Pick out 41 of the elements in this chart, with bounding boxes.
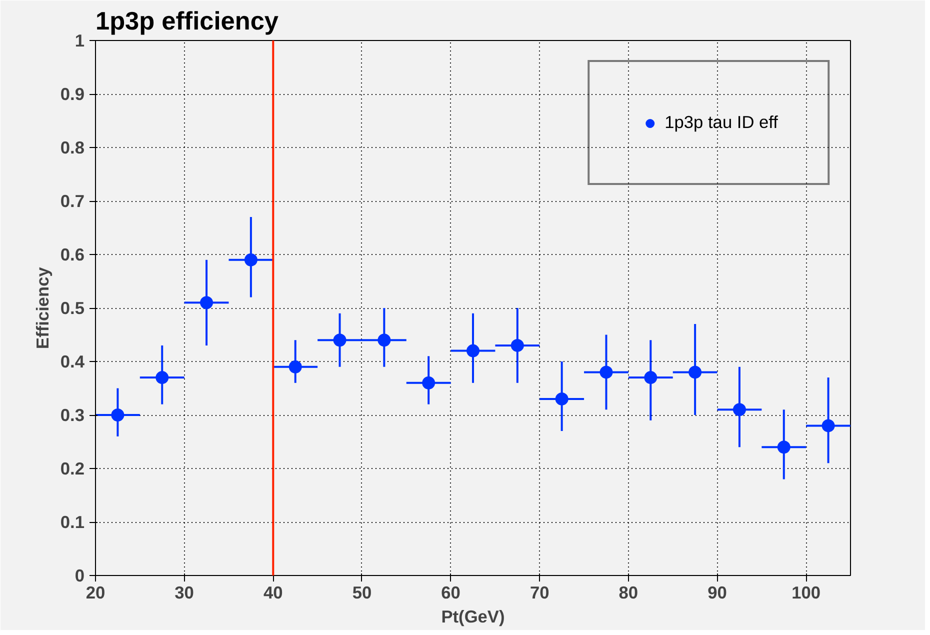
y-tick-label: 0.4: [60, 352, 85, 372]
point: [378, 334, 391, 347]
point: [200, 296, 214, 310]
x-tick-label: 60: [441, 582, 460, 602]
y-tick-label: 0.3: [60, 405, 85, 425]
x-tick-label: 30: [174, 582, 194, 602]
point: [644, 371, 658, 384]
y-tick-label: 0.1: [60, 512, 85, 532]
y-tick-label: 0.9: [60, 84, 85, 104]
point: [600, 366, 613, 379]
x-tick-label: 70: [530, 582, 550, 602]
x-axis-title: Pt(GeV): [441, 606, 505, 626]
point: [510, 338, 524, 352]
point: [111, 408, 124, 422]
point: [333, 334, 346, 347]
point: [288, 360, 302, 374]
x-tick-label: 100: [792, 582, 821, 602]
point: [422, 376, 436, 390]
x-tick-label: 80: [618, 582, 638, 602]
chart-title: 1p3p efficiency: [96, 8, 278, 36]
x-tick-label: 20: [86, 582, 106, 602]
y-tick-label: 0: [74, 566, 85, 586]
point: [777, 440, 790, 454]
y-axis-title: Efficiency: [32, 266, 52, 349]
y-tick-label: 0.7: [60, 191, 85, 211]
y-tick-label: 0.2: [60, 458, 85, 478]
y-tick-label: 0.5: [60, 298, 85, 318]
x-tick-label: 40: [264, 582, 283, 602]
point: [156, 371, 169, 384]
point: [822, 419, 835, 432]
point: [555, 392, 568, 406]
y-tick-label: 0.6: [60, 244, 85, 264]
y-tick-label: 1: [74, 30, 85, 50]
point: [688, 366, 702, 379]
x-tick-label: 50: [352, 582, 372, 602]
x-tick-label: 90: [708, 582, 727, 602]
y-tick-label: 0.8: [60, 138, 85, 158]
point: [466, 344, 480, 358]
point: [244, 253, 258, 266]
point: [732, 403, 746, 416]
legend-label: 1p3p tau ID eff: [664, 112, 778, 133]
